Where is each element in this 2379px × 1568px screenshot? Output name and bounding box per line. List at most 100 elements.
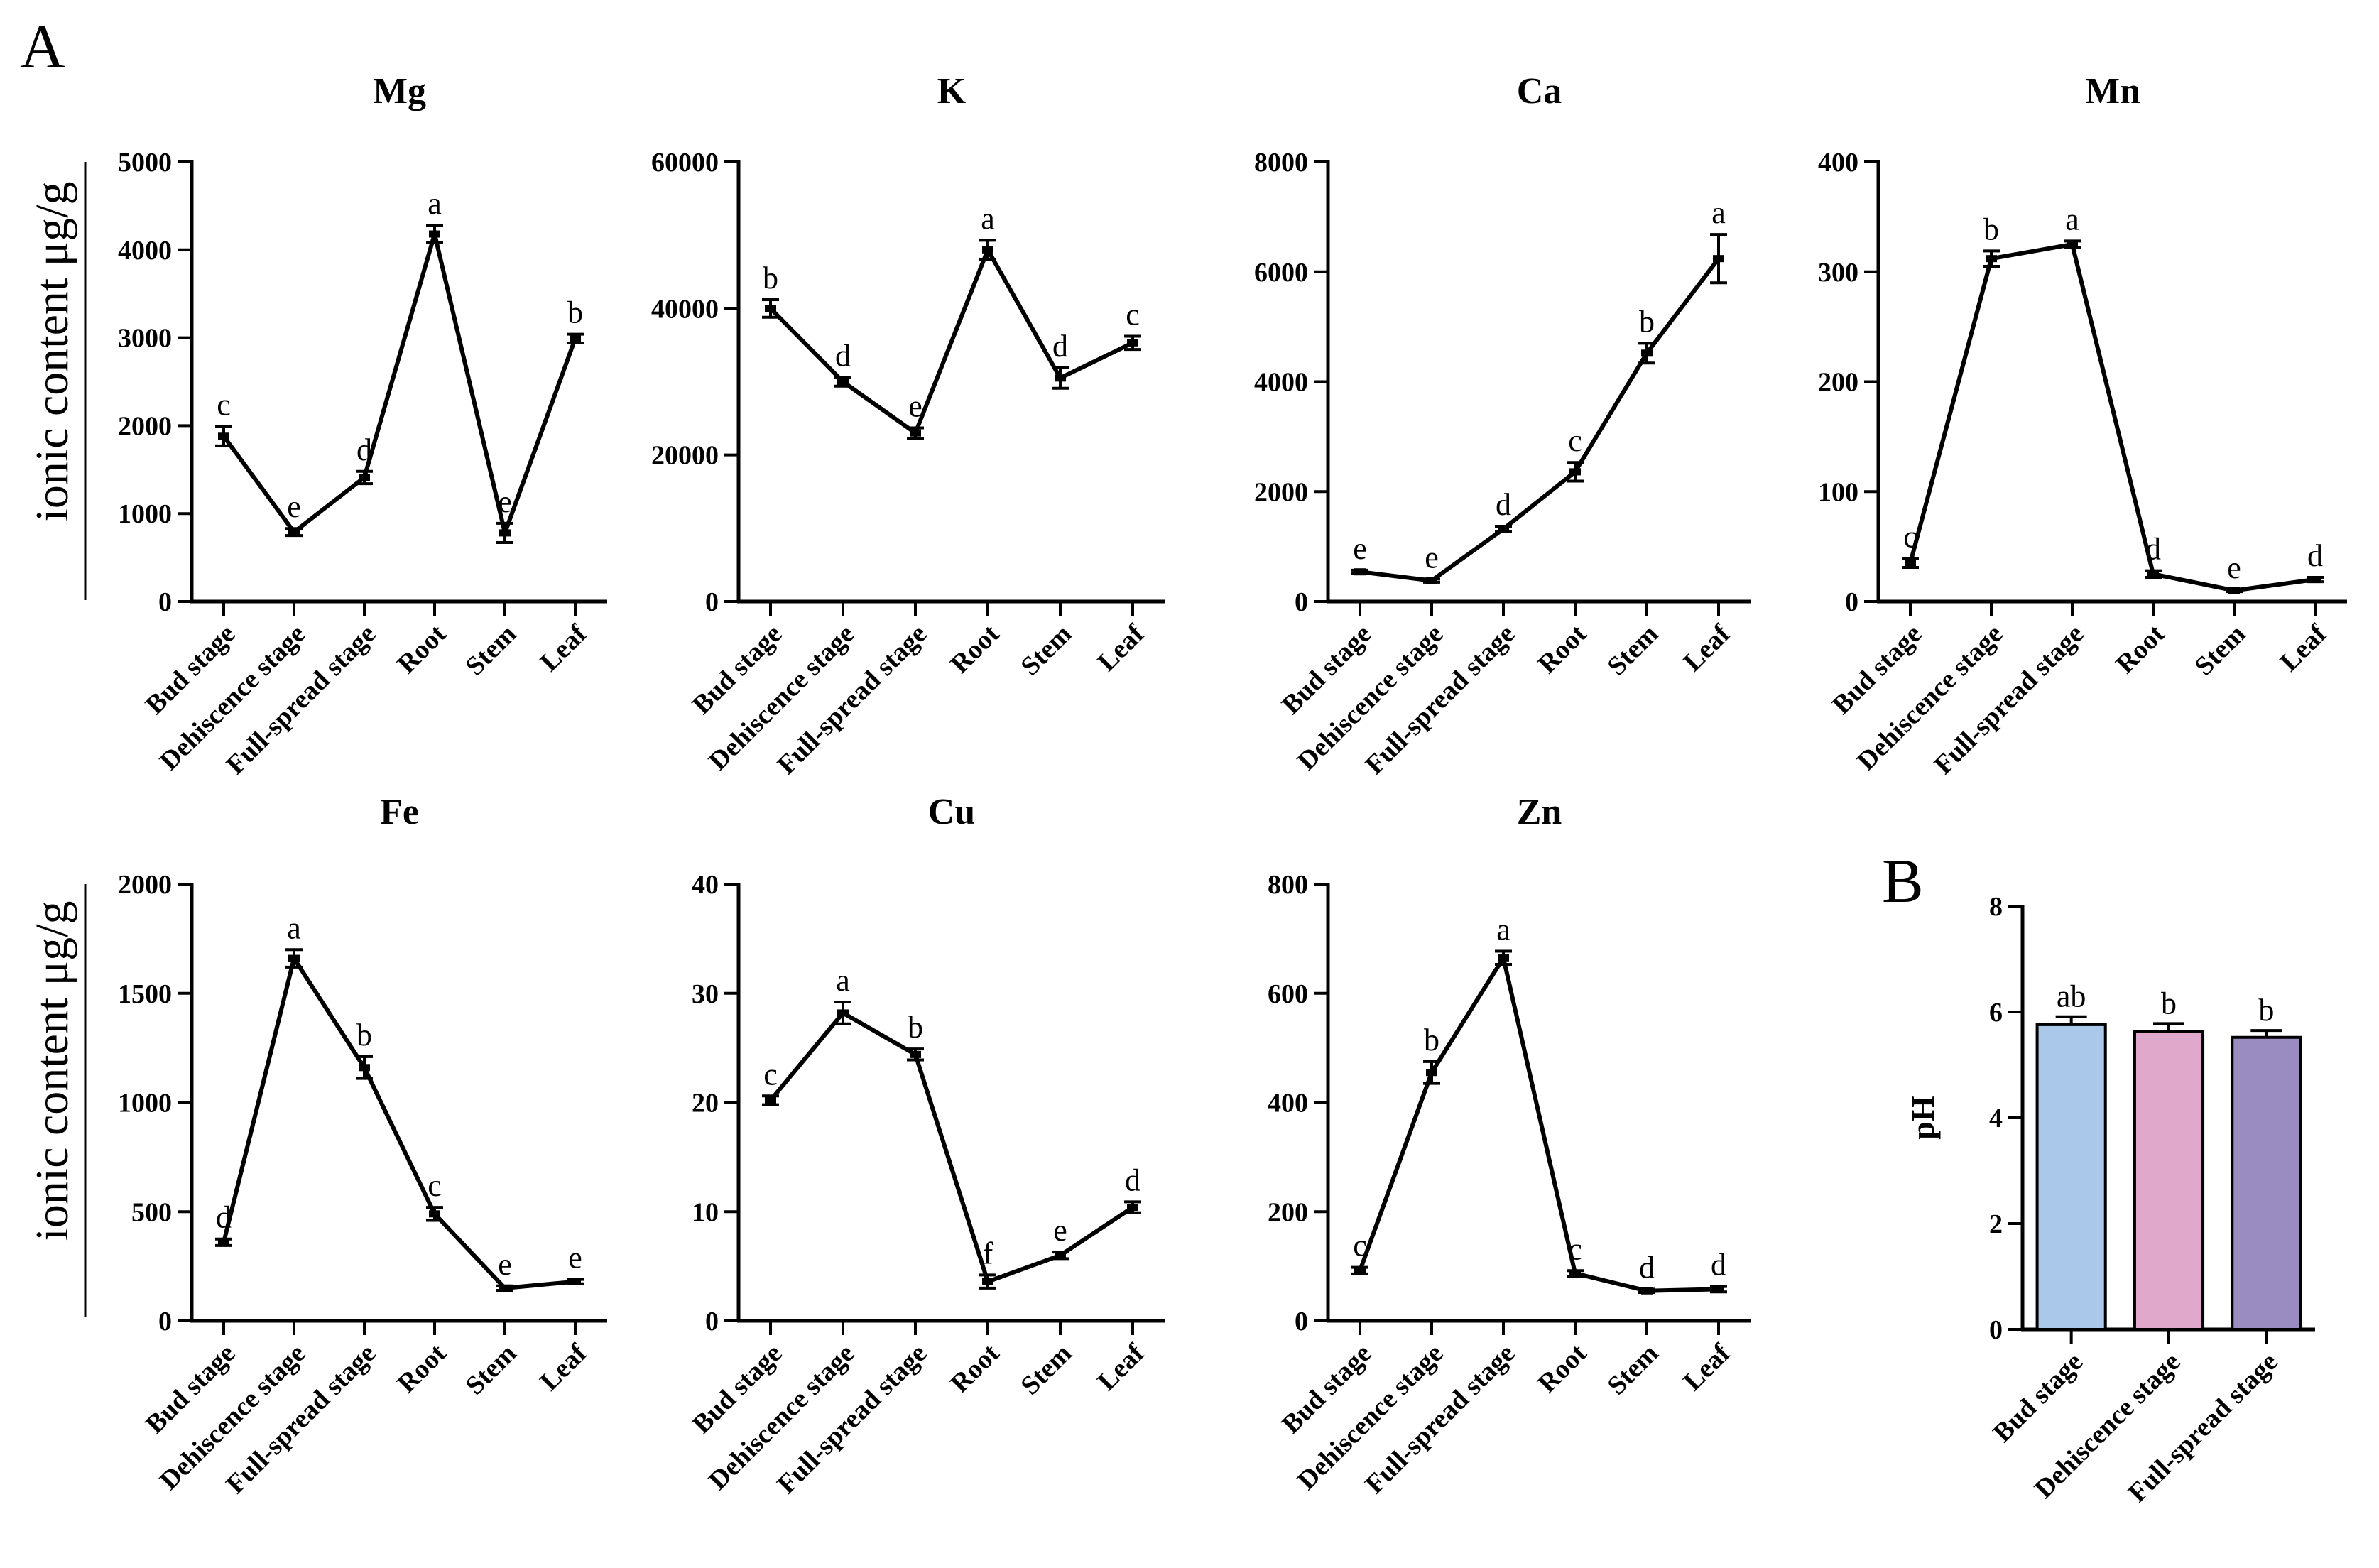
data-point [1498,525,1509,533]
data-point [2147,570,2159,578]
panel-label-a: A [20,13,65,82]
y-tick-label: 6 [1989,998,2003,1028]
y-tick-label: 4000 [118,236,172,266]
y-tick-label: 2000 [1254,477,1308,507]
x-tick-label: Full-spread stage [1928,619,2089,780]
y-tick-label: 40 [692,870,719,900]
y-tick-label: 6000 [1254,258,1308,288]
x-tick-label: Leaf [1677,619,1736,677]
y-tick-label: 1500 [118,979,172,1009]
significance-letter: d [356,432,372,467]
x-tick-label: Stem [1015,1339,1077,1401]
significance-letter: e [1053,1213,1067,1248]
significance-letter: e [1353,531,1367,566]
data-point [765,305,776,312]
bar [2035,1023,2107,1331]
data-point [570,334,581,342]
y-tick-label: 2000 [118,411,172,441]
x-tick-label: Root [2110,619,2170,679]
x-tick-label: Root [391,1338,452,1398]
y-tick-label: 100 [1818,477,1858,507]
significance-letter: d [1496,487,1511,522]
data-point [499,529,511,537]
data-point [1641,349,1653,357]
significance-letter: d [1639,1250,1655,1285]
significance-letter: d [2145,532,2161,567]
significance-letter: c [1568,423,1582,458]
y-tick-label: 0 [1989,1315,2003,1345]
significance-letter: b [567,295,583,330]
data-point [359,1064,370,1072]
y-tick-label: 4000 [1254,368,1308,398]
x-tick-label: Root [1532,619,1592,679]
y-tick-label: 800 [1268,870,1308,900]
data-point [1569,1270,1581,1278]
data-point [570,1278,581,1285]
series-line [1358,955,1719,1293]
x-tick-label: Leaf [1091,1338,1150,1397]
data-point [982,246,993,254]
significance-letter: a [1711,195,1726,230]
series-line [222,956,576,1290]
significance-letter: e [568,1241,582,1275]
data-point [910,429,921,437]
y-tick-label: 200 [1818,368,1858,398]
significance-letter: b [908,1010,923,1045]
y-tick-label: 0 [705,1307,719,1336]
data-point [2309,576,2321,584]
significance-letter: e [908,388,922,423]
data-point [1713,255,1724,263]
significance-letter: d [2307,538,2323,573]
x-tick-label: Leaf [534,1338,593,1397]
y-tick-label: 30 [692,979,719,1009]
data-point [1426,1069,1437,1077]
chart-title: Ca [1517,71,1562,111]
y-tick-label: 300 [1818,258,1858,288]
y-tick-label: 5000 [118,148,172,178]
significance-letter: d [835,338,851,373]
x-tick-label: Dehiscence stage [1851,619,2008,776]
y-tick-label: 10 [692,1197,719,1227]
x-tick-label: Stem [459,619,522,682]
data-point [1498,954,1509,962]
significance-letter: b [2161,986,2177,1020]
data-point [1986,255,1997,263]
y-tick-label: 0 [705,587,719,617]
data-point [837,1009,849,1017]
significance-letter: d [1052,329,1068,364]
x-tick-label: Stem [2189,619,2251,682]
x-tick-label: Root [391,619,452,679]
bar [2231,1035,2302,1331]
y-tick-label: 20 [692,1089,719,1118]
significance-letter: f [983,1236,993,1270]
y-axis-label-row1: ionic content μg/g [26,182,78,522]
data-point [1055,1251,1066,1259]
x-tick-label: Root [944,1338,1005,1398]
x-tick-label: Stem [1015,619,1077,682]
significance-letter: e [2227,550,2241,585]
data-point [1905,559,1916,567]
series-line [1908,242,2316,593]
data-point [429,230,440,238]
series-line [222,232,577,535]
significance-letter: ab [2057,979,2086,1014]
significance-letter: a [1496,913,1510,947]
significance-letter: b [2258,993,2274,1028]
x-tick-label: Leaf [2274,619,2333,677]
chart-title: Cu [928,792,975,832]
significance-letter: e [498,484,512,519]
series-line [1359,257,1721,583]
y-tick-label: 2000 [118,870,172,900]
data-point [499,1284,511,1292]
data-point [1354,568,1366,576]
data-point [288,954,300,962]
chart-title: Mn [2085,71,2140,111]
y-tick-label: 1000 [118,1089,172,1118]
significance-letter: c [1353,1229,1367,1263]
data-point [1127,339,1138,347]
significance-letter: d [216,1200,232,1235]
